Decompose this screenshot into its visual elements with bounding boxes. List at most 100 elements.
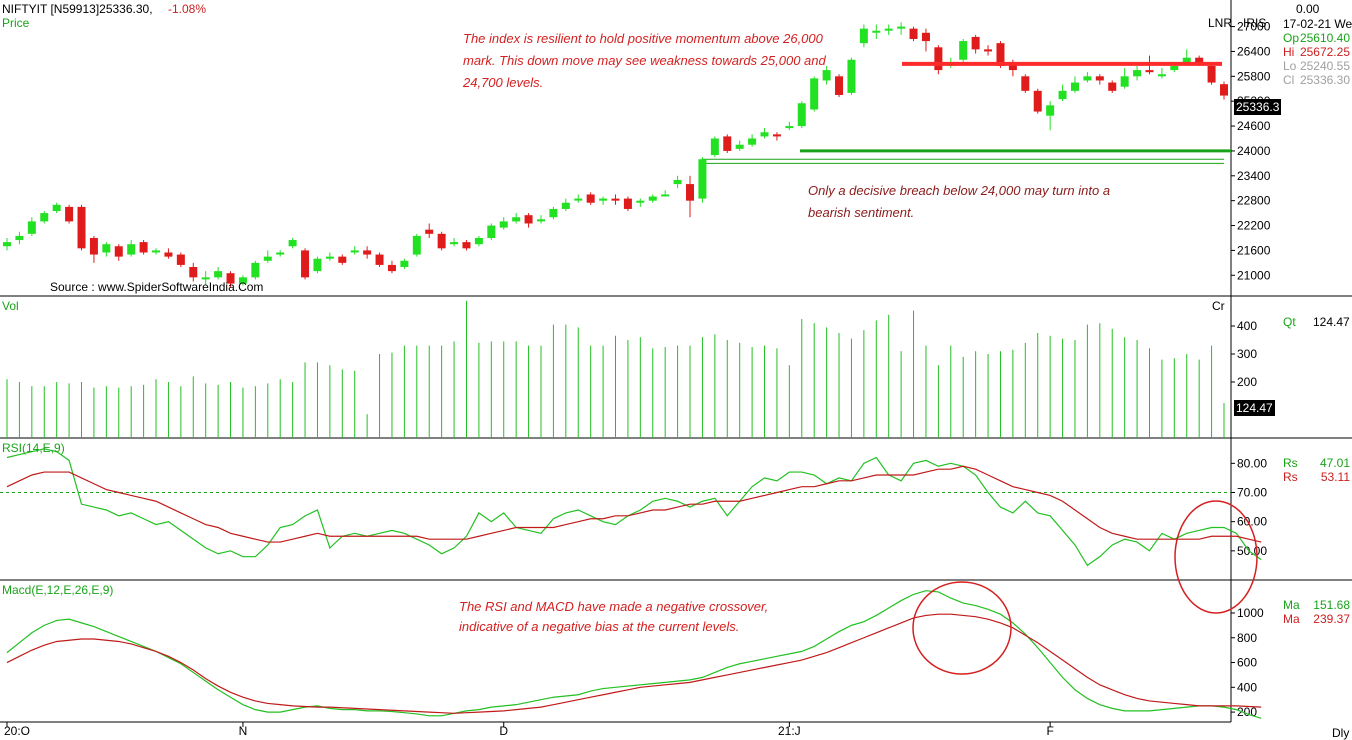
candle-body — [350, 250, 359, 253]
candle-body — [934, 47, 943, 71]
candle-body — [127, 244, 136, 255]
candle-body — [971, 36, 980, 50]
candle-body — [536, 219, 545, 222]
macd-legend-value: 239.37 — [1313, 612, 1350, 626]
rsi-legend-value: 53.11 — [1320, 470, 1350, 484]
candle-body — [735, 144, 744, 149]
candle-body — [152, 250, 161, 253]
candle-body — [636, 200, 645, 203]
candle-body — [586, 194, 595, 203]
candle-body — [599, 198, 608, 201]
volume-panel-title: Vol — [2, 299, 19, 313]
candle-body — [959, 41, 968, 60]
candle-body — [884, 28, 893, 31]
ohlc-legend-value: 25240.55 — [1299, 59, 1350, 73]
x-tick-label: F — [1046, 724, 1053, 738]
candle-body — [1145, 70, 1154, 73]
ohlc-legend-label: Lo — [1283, 59, 1297, 73]
x-tick-label: 21:J — [778, 724, 801, 738]
candle-body — [1182, 57, 1191, 64]
candle-body — [400, 260, 409, 267]
candle-body — [375, 254, 384, 265]
candle-body — [201, 277, 210, 280]
price-label: Price — [2, 16, 30, 30]
rsi-tick-label: 60.00 — [1237, 515, 1267, 529]
candle-body — [785, 126, 794, 129]
candle-body — [748, 138, 757, 145]
candle-body — [1058, 90, 1067, 100]
macd-signal-line — [6, 613, 1262, 714]
candle-body — [909, 28, 918, 40]
macd-panel-title: Macd(E,12,E,26,E,9) — [2, 583, 114, 597]
rsi-tick-label: 70.00 — [1237, 486, 1267, 500]
rsi-crossover-circle — [1174, 500, 1258, 614]
candle-body — [3, 242, 11, 247]
rsi-signal-line — [6, 465, 1262, 543]
crossover-annotation: The RSI and MACD have made a negative cr… — [459, 599, 769, 634]
candle-body — [810, 78, 819, 110]
macd-legend-label: Ma — [1283, 598, 1300, 612]
candle-body — [661, 194, 670, 197]
candle-body — [760, 132, 769, 137]
candle-body — [114, 246, 123, 257]
candle-body — [996, 43, 1005, 66]
ohlc-legend-value: 25672.25 — [1299, 45, 1350, 59]
candle-body — [1108, 82, 1117, 91]
price-tick-label: 21600 — [1237, 243, 1271, 257]
candle-body — [313, 258, 322, 272]
x-tick-label: 20:O — [4, 724, 30, 738]
candle-body — [1095, 76, 1104, 81]
candle-body — [214, 271, 223, 278]
candle-body — [1133, 70, 1142, 77]
rsi-tick-label: 80.00 — [1237, 456, 1267, 470]
candle-body — [1070, 82, 1079, 91]
candle-body — [387, 264, 396, 272]
candle-body — [102, 244, 111, 253]
candle-body — [425, 229, 434, 234]
candle-body — [499, 221, 508, 228]
candle-body — [226, 273, 235, 284]
candle-body — [897, 26, 906, 29]
candle-body — [1008, 63, 1017, 71]
candle-body — [276, 252, 285, 255]
candle-body — [176, 254, 185, 265]
candle-body — [263, 256, 272, 261]
macd-legend-value: 151.68 — [1313, 598, 1350, 612]
macd-line — [6, 590, 1262, 719]
price-tick-label: 22800 — [1237, 194, 1271, 208]
candle-body — [301, 250, 310, 278]
price-tick-label: 24600 — [1237, 119, 1271, 133]
ohlc-legend-value: 25610.40 — [1299, 31, 1350, 45]
candle-body — [1021, 76, 1030, 91]
top-value: 0.00 — [1296, 2, 1320, 16]
candle-body — [325, 256, 334, 259]
resistance-annotation: The index is resilient to hold positive … — [463, 31, 826, 90]
candle-body — [648, 196, 657, 201]
price-tick-label: 24000 — [1237, 144, 1271, 158]
volume-tick-label: 300 — [1237, 347, 1257, 361]
candle-body — [772, 134, 781, 137]
candle-body — [1120, 76, 1129, 87]
date-label: 17-02-21 We — [1283, 17, 1352, 31]
candle-body — [450, 242, 459, 245]
candle-body — [1033, 90, 1042, 112]
candle-body — [412, 235, 421, 255]
price-tick-label: 22200 — [1237, 219, 1271, 233]
macd-tick-label: 800 — [1237, 631, 1257, 645]
candle-body — [686, 184, 695, 201]
rsi-tick-label: 50.00 — [1237, 544, 1267, 558]
rsi-legend-value: 47.01 — [1319, 456, 1350, 470]
candle-body — [40, 213, 49, 222]
price-tick-label: 25800 — [1237, 69, 1271, 83]
volume-tick-label: 400 — [1237, 319, 1257, 333]
volume-legend-value: 124.47 — [1313, 315, 1350, 329]
candle-body — [611, 198, 620, 201]
symbol-label: NIFTYIT [N59913]25336.30, — [2, 2, 153, 16]
candle-body — [77, 206, 86, 249]
candle-body — [52, 204, 61, 212]
candle-body — [549, 208, 558, 218]
lnr-label: LNR — [1208, 16, 1233, 30]
candle-body — [673, 179, 682, 185]
candle-body — [462, 242, 471, 249]
candle-body — [921, 32, 930, 42]
